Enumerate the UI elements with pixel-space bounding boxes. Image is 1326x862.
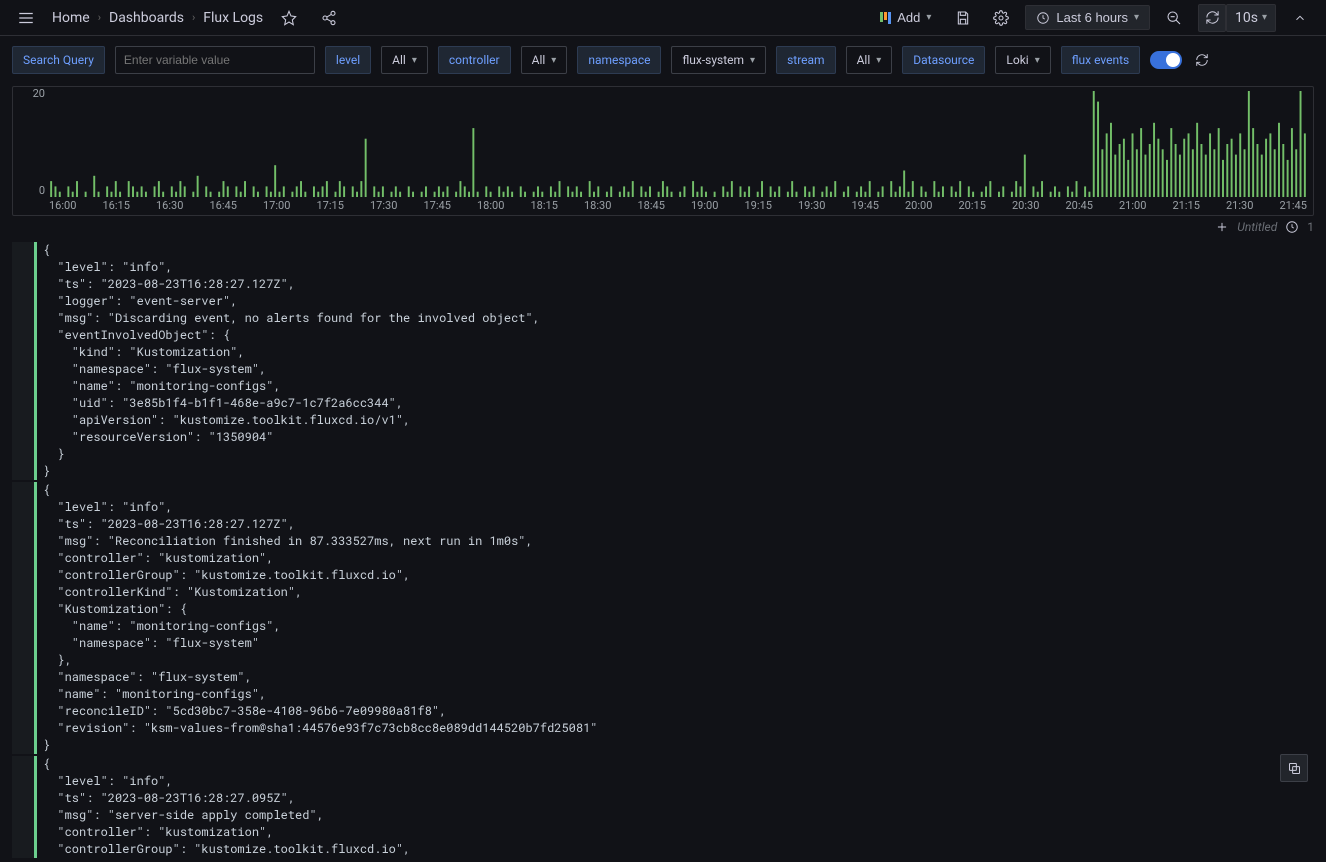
log-body: { "level": "info", "ts": "2023-08-23T16:… <box>37 242 1314 480</box>
log-entry[interactable]: { "level": "info", "ts": "2023-08-23T16:… <box>12 482 1314 754</box>
x-tick: 19:30 <box>798 199 825 213</box>
var-label-stream: stream <box>776 46 836 74</box>
x-tick: 16:30 <box>156 199 183 213</box>
time-range-label: Last 6 hours <box>1056 10 1128 25</box>
variable-bar: Search Query level All ▾ controller All … <box>0 36 1326 80</box>
chevron-down-icon: ▾ <box>1035 55 1040 66</box>
add-panel-button[interactable]: Add ▾ <box>872 6 939 29</box>
time-range-picker[interactable]: Last 6 hours ▾ <box>1025 5 1150 30</box>
var-value-stream: All <box>857 53 871 67</box>
breadcrumb-dashboards[interactable]: Dashboards <box>109 10 184 26</box>
copy-icon[interactable] <box>1280 754 1308 782</box>
var-label-controller: controller <box>438 46 511 74</box>
log-gutter <box>12 756 34 858</box>
x-tick: 18:30 <box>584 199 611 213</box>
log-entry[interactable]: { "level": "info", "ts": "2023-08-23T16:… <box>12 242 1314 480</box>
add-annotation-icon[interactable] <box>1215 220 1229 234</box>
x-tick: 16:45 <box>210 199 237 213</box>
breadcrumb-home[interactable]: Home <box>52 10 90 26</box>
histogram-svg <box>49 91 1307 197</box>
x-tick: 21:00 <box>1119 199 1146 213</box>
x-tick: 20:15 <box>959 199 986 213</box>
x-tick: 18:15 <box>531 199 558 213</box>
chart-footer: Untitled 1 <box>0 220 1326 238</box>
var-label-namespace: namespace <box>577 46 661 74</box>
breadcrumb: Home › Dashboards › Flux Logs <box>52 10 263 26</box>
log-gutter <box>12 242 34 480</box>
x-tick: 17:15 <box>317 199 344 213</box>
chevron-down-icon: ▾ <box>876 55 881 66</box>
search-query-input[interactable] <box>115 46 315 74</box>
collapse-icon[interactable] <box>1286 4 1314 32</box>
refresh-control: 10s ▾ <box>1198 4 1276 32</box>
log-body: { "level": "info", "ts": "2023-08-23T16:… <box>37 756 1314 858</box>
var-value-level: All <box>392 53 406 67</box>
x-tick: 18:00 <box>477 199 504 213</box>
chevron-right-icon: › <box>98 11 101 24</box>
x-tick: 20:45 <box>1066 199 1093 213</box>
x-tick: 21:15 <box>1173 199 1200 213</box>
x-tick: 21:30 <box>1226 199 1253 213</box>
sparkline-icon <box>880 12 891 24</box>
add-label: Add <box>897 10 920 25</box>
var-label-datasource: Datasource <box>902 46 985 74</box>
x-tick: 20:30 <box>1012 199 1039 213</box>
breadcrumb-current[interactable]: Flux Logs <box>203 10 263 26</box>
log-body: { "level": "info", "ts": "2023-08-23T16:… <box>37 482 1314 754</box>
x-tick: 16:00 <box>49 199 76 213</box>
refresh-interval-select[interactable]: 10s ▾ <box>1226 4 1276 32</box>
var-value-datasource: Loki <box>1006 53 1028 67</box>
chevron-down-icon: ▾ <box>926 12 931 23</box>
var-value-controller: All <box>532 53 546 67</box>
refresh-icon[interactable] <box>1198 4 1226 32</box>
log-entry[interactable]: { "level": "info", "ts": "2023-08-23T16:… <box>12 756 1314 858</box>
refresh-interval-label: 10s <box>1235 10 1258 26</box>
chart-count: 1 <box>1307 220 1314 234</box>
chart-title: Untitled <box>1237 220 1277 234</box>
top-bar: Home › Dashboards › Flux Logs Add ▾ Last… <box>0 0 1326 36</box>
refresh-variables-icon[interactable] <box>1192 50 1212 70</box>
star-icon[interactable] <box>275 4 303 32</box>
zoom-out-icon[interactable] <box>1160 4 1188 32</box>
save-dashboard-icon[interactable] <box>949 4 977 32</box>
y-tick: 20 <box>23 87 45 100</box>
var-label-flux-events: flux events <box>1061 46 1141 74</box>
settings-icon[interactable] <box>987 4 1015 32</box>
var-label-search: Search Query <box>12 46 105 74</box>
var-select-level[interactable]: All ▾ <box>381 46 428 74</box>
menu-toggle-icon[interactable] <box>12 4 40 32</box>
var-label-level: level <box>325 46 371 74</box>
x-tick: 19:15 <box>745 199 772 213</box>
x-tick: 21:45 <box>1280 199 1307 213</box>
clock-icon <box>1285 220 1299 234</box>
y-axis: 20 0 <box>23 87 45 197</box>
x-tick: 17:30 <box>370 199 397 213</box>
x-axis: 16:00 16:15 16:30 16:45 17:00 17:15 17:30 17:45… <box>49 199 1307 213</box>
flux-events-toggle[interactable] <box>1150 51 1182 69</box>
x-tick: 17:45 <box>424 199 451 213</box>
x-tick: 17:00 <box>263 199 290 213</box>
x-tick: 16:15 <box>103 199 130 213</box>
var-select-namespace[interactable]: flux-system ▾ <box>671 46 766 74</box>
var-value-namespace: flux-system <box>682 53 744 67</box>
x-tick: 18:45 <box>638 199 665 213</box>
log-panel: { "level": "info", "ts": "2023-08-23T16:… <box>12 242 1314 858</box>
chevron-down-icon: ▾ <box>1134 12 1139 23</box>
chevron-right-icon: › <box>192 11 195 24</box>
share-icon[interactable] <box>315 4 343 32</box>
chevron-down-icon: ▾ <box>1262 12 1267 23</box>
x-tick: 19:45 <box>852 199 879 213</box>
chevron-down-icon: ▾ <box>551 55 556 66</box>
log-gutter <box>12 482 34 754</box>
chevron-down-icon: ▾ <box>750 55 755 66</box>
chevron-down-icon: ▾ <box>412 55 417 66</box>
var-select-stream[interactable]: All ▾ <box>846 46 893 74</box>
y-tick: 0 <box>23 184 45 197</box>
x-tick: 20:00 <box>905 199 932 213</box>
x-tick: 19:00 <box>691 199 718 213</box>
var-select-controller[interactable]: All ▾ <box>521 46 568 74</box>
var-select-datasource[interactable]: Loki ▾ <box>995 46 1050 74</box>
log-volume-histogram[interactable]: 20 0 16:00 16:15 16:30 16:45 17:00 17:15 17:30… <box>12 86 1314 216</box>
